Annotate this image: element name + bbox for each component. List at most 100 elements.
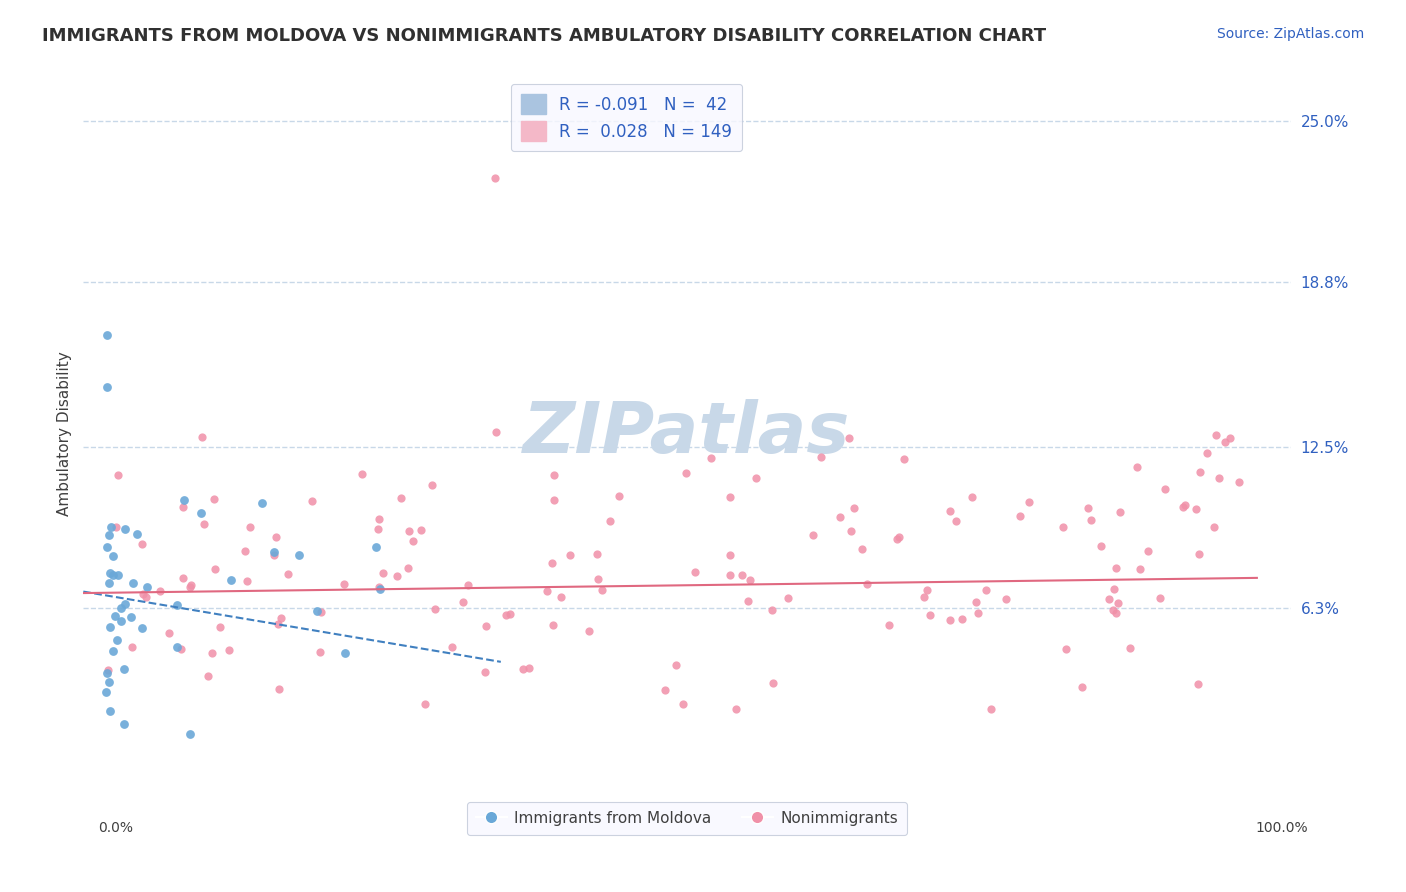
Point [724,702,747,716]
Point [172,500,194,514]
Point [664,658,686,673]
Point [112,717,135,731]
Point [1080,513,1102,527]
Point [886,532,908,546]
Point [965,594,987,608]
Point [1126,460,1149,475]
Point [495,608,517,623]
Point [675,466,697,480]
Point [810,450,832,464]
Point [1205,427,1227,442]
Point [683,565,706,579]
Point [1098,591,1121,606]
Point [844,500,866,515]
Point [197,668,219,682]
Text: Source: ZipAtlas.com: Source: ZipAtlas.com [1216,27,1364,41]
Text: 0.0%: 0.0% [98,821,134,835]
Point [420,478,443,492]
Point [309,645,332,659]
Point [1195,446,1218,460]
Point [1104,582,1126,597]
Point [939,504,962,518]
Point [96,380,118,394]
Point [484,171,506,186]
Point [179,580,201,594]
Point [950,612,973,626]
Point [672,697,695,711]
Point [105,633,128,648]
Point [301,494,323,508]
Point [543,468,565,483]
Point [541,617,564,632]
Point [484,425,506,440]
Point [1174,499,1197,513]
Point [263,545,285,559]
Point [396,560,419,574]
Point [157,626,180,640]
Point [368,512,391,526]
Point [97,528,120,542]
Point [267,617,290,632]
Point [536,583,558,598]
Point [191,430,214,444]
Point [1070,680,1092,694]
Point [135,590,157,604]
Point [101,643,124,657]
Point [917,582,939,597]
Point [172,571,194,585]
Point [718,490,741,504]
Point [98,704,121,718]
Point [264,530,287,544]
Point [233,543,256,558]
Point [543,493,565,508]
Point [180,578,202,592]
Y-axis label: Ambulatory Disability: Ambulatory Disability [58,351,72,516]
Point [98,675,121,690]
Point [366,540,388,554]
Point [1188,466,1211,480]
Point [103,567,125,582]
Point [475,618,498,632]
Text: 100.0%: 100.0% [1256,821,1308,835]
Point [368,580,391,594]
Point [263,548,285,562]
Point [219,573,242,587]
Point [333,577,356,591]
Point [127,526,149,541]
Point [893,452,915,467]
Point [201,646,224,660]
Point [1010,509,1032,524]
Point [1227,475,1250,490]
Point [912,591,935,605]
Point [131,621,153,635]
Point [1204,519,1226,533]
Point [110,601,132,615]
Point [121,576,143,591]
Point [1054,641,1077,656]
Point [389,491,412,505]
Point [402,534,425,549]
Point [96,541,118,555]
Point [190,506,212,520]
Point [101,549,124,563]
Point [838,432,860,446]
Point [718,548,741,562]
Point [179,726,201,740]
Point [967,606,990,620]
Text: ZIPatlas: ZIPatlas [523,400,851,468]
Point [131,537,153,551]
Point [980,702,1002,716]
Point [994,591,1017,606]
Point [457,578,479,592]
Point [1185,502,1208,516]
Point [945,514,967,528]
Point [149,583,172,598]
Point [105,520,128,534]
Point [1107,596,1129,610]
Point [1018,495,1040,509]
Point [96,685,118,699]
Point [100,520,122,534]
Point [1105,606,1128,620]
Point [839,524,862,539]
Point [97,664,120,678]
